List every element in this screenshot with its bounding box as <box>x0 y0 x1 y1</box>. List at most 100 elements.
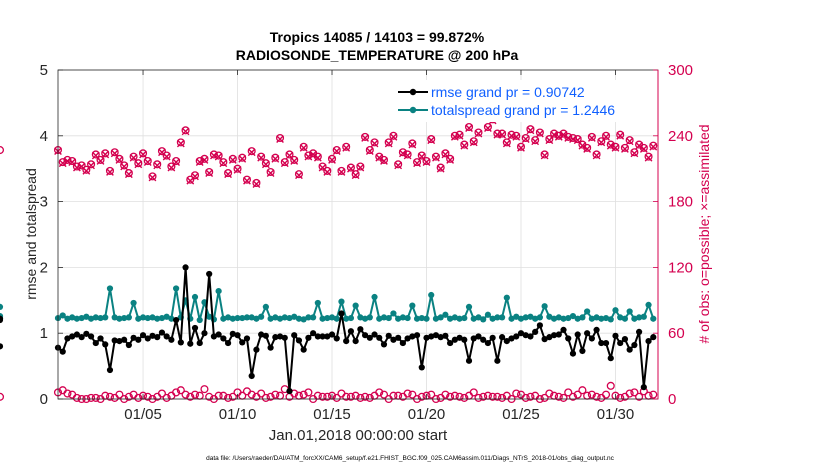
obs-possible-marker <box>172 388 181 397</box>
obs-possible-marker <box>545 389 554 398</box>
obs-possible-marker <box>545 135 554 144</box>
obs-assimilated-marker <box>498 130 506 139</box>
rmse-point <box>73 331 80 338</box>
obs-possible-marker <box>526 125 535 134</box>
totalspread-point <box>366 314 373 321</box>
obs-possible-marker <box>105 392 115 401</box>
obs-assimilated-marker <box>238 154 247 163</box>
rmse-point <box>139 332 147 339</box>
rmse-point <box>390 336 397 343</box>
rmse-point <box>206 270 213 278</box>
obs-possible-marker <box>394 160 403 169</box>
obs-possible-marker <box>299 142 308 151</box>
obs-possible-marker <box>219 158 228 167</box>
totalspread-point <box>470 315 477 322</box>
obs-possible-marker <box>606 140 615 149</box>
obs-possible-marker <box>87 160 96 169</box>
obs-possible-marker <box>186 392 195 401</box>
rmse-point <box>111 337 118 344</box>
rmse-point <box>130 334 137 341</box>
obs-assimilated-marker <box>172 158 181 167</box>
totalspread-point <box>220 315 227 322</box>
obs-possible-marker <box>460 140 469 149</box>
totalspread-point <box>513 313 520 320</box>
rmse-point <box>234 332 241 339</box>
obs-possible-marker <box>384 138 393 147</box>
obs-possible-marker <box>120 161 129 170</box>
rmse-point <box>626 346 633 353</box>
obs-possible-marker <box>502 138 511 147</box>
obs-assimilated-marker <box>540 151 549 160</box>
rmse-point <box>447 339 454 347</box>
totalspread-point <box>456 315 463 322</box>
obs-assimilated-marker <box>356 163 365 172</box>
totalspread-point <box>111 314 118 321</box>
obs-possible-marker <box>361 132 370 141</box>
obs-possible-marker <box>143 392 152 401</box>
totalspread-point <box>314 299 321 307</box>
totalspread-point <box>480 316 487 323</box>
obs-possible-marker <box>271 390 280 399</box>
rmse-point <box>404 335 411 342</box>
rmse-point <box>607 355 614 362</box>
obs-possible-marker <box>573 135 582 144</box>
legend-rmse-marker <box>409 88 417 96</box>
obs-possible-marker <box>630 148 639 157</box>
obs-possible-marker <box>0 146 5 155</box>
legend-spread-label: totalspread grand pr = 1.2446 <box>431 102 615 118</box>
obs-possible-marker <box>469 137 478 146</box>
obs-possible-marker <box>493 392 502 401</box>
rmse-point <box>598 339 605 347</box>
totalspread-point <box>135 315 142 322</box>
obs-possible-marker <box>351 170 360 179</box>
obs-assimilated-marker <box>554 133 563 141</box>
rmse-point <box>579 347 586 355</box>
totalspread-point <box>116 315 123 322</box>
totalspread-point <box>191 293 199 301</box>
totalspread-point <box>636 314 643 321</box>
obs-possible-marker <box>110 148 119 157</box>
rmse-point <box>480 336 487 343</box>
rmse-point <box>324 333 331 340</box>
obs-possible-marker <box>261 393 270 402</box>
obs-possible-marker <box>601 131 611 140</box>
rmse-point <box>437 334 444 341</box>
obs-assimilated-marker <box>432 153 440 162</box>
totalspread-point <box>154 315 161 322</box>
totalspread-point <box>234 314 241 322</box>
x-tick-label: 01/05 <box>124 406 162 423</box>
obs-assimilated-marker <box>521 135 530 143</box>
obs-assimilated-marker <box>200 156 209 164</box>
totalspread-point <box>550 315 558 322</box>
obs-possible-marker <box>587 390 596 399</box>
obs-assimilated-marker <box>134 160 143 169</box>
totalspread-point <box>267 315 274 322</box>
totalspread-point <box>333 315 340 322</box>
rmse-point <box>248 372 255 380</box>
obs-possible-marker <box>450 131 459 140</box>
obs-assimilated-marker <box>502 139 511 148</box>
obs-possible-marker <box>242 175 252 184</box>
totalspread-point <box>560 315 567 322</box>
obs-assimilated-marker <box>153 161 162 170</box>
obs-assimilated-marker <box>290 157 299 165</box>
rmse-point <box>243 335 251 342</box>
totalspread-point <box>451 314 458 321</box>
rmse-point <box>347 328 355 335</box>
totalspread-point <box>258 313 265 320</box>
totalspread-point <box>494 314 501 321</box>
totalspread-point <box>139 314 147 321</box>
rmse-point <box>314 333 321 340</box>
obs-possible-marker <box>129 152 138 161</box>
totalspread-point <box>276 315 284 322</box>
totalspread-point <box>508 315 515 322</box>
obs-possible-marker <box>479 392 488 401</box>
rmse-point <box>59 348 66 355</box>
obs-possible-marker <box>568 392 578 401</box>
totalspread-point <box>291 313 298 320</box>
obs-possible-marker <box>162 393 171 402</box>
obs-assimilated-marker <box>261 160 270 169</box>
totalspread-point <box>286 314 293 322</box>
y-left-tick-label: 2 <box>40 259 48 276</box>
obs-possible-marker <box>228 392 237 401</box>
